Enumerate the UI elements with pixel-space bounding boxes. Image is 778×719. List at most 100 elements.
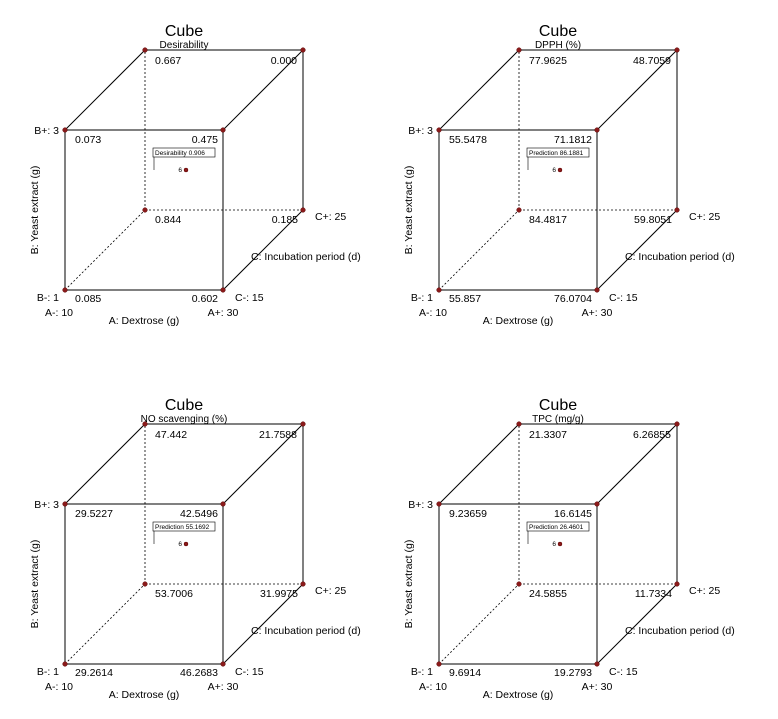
depth-bottom-right-edge [596, 583, 678, 665]
prediction-flag-text: Prediction 86.1881 [529, 150, 584, 157]
center-point-count: 6 [552, 541, 556, 548]
axis-title-c: C: Incubation period (d) [625, 625, 735, 637]
corner-value-a0b0c1: 24.5855 [529, 588, 567, 600]
depth-bottom-right-edge [596, 209, 678, 291]
depth-top-left-edge [438, 423, 520, 505]
axis-title-a: A: Dextrose (g) [109, 689, 180, 701]
axis-title-b: B: Yeast extract (g) [29, 166, 41, 255]
cube-vertex-marker [674, 207, 680, 213]
prediction-flag-text: Prediction 55.1692 [155, 524, 210, 531]
cube-vertex-marker [142, 421, 148, 427]
depth-top-left-edge [64, 423, 146, 505]
cube-vertex-marker [220, 287, 226, 293]
depth-top-left-edge [438, 49, 520, 131]
hidden-edge-c [438, 209, 520, 291]
factor-a-high-label: A+: 30 [582, 681, 613, 693]
axis-title-b: B: Yeast extract (g) [29, 540, 41, 629]
corner-value-a1b1c0: 16.6145 [554, 508, 592, 520]
prediction-flag-box [526, 147, 590, 158]
corner-value-a1b1c1: 0.000 [271, 55, 297, 67]
cube-vertex-marker [516, 421, 522, 427]
cube-vertex-marker [594, 661, 600, 667]
cube-vertex-marker [300, 207, 306, 213]
factor-a-low-label: A-: 10 [419, 681, 447, 693]
cube-vertex-marker [142, 47, 148, 53]
axis-title-b: B: Yeast extract (g) [403, 540, 415, 629]
corner-value-a0b1c0: 55.5478 [449, 134, 487, 146]
factor-b-high-label: B+: 3 [34, 499, 59, 511]
corner-value-a1b0c1: 59.8051 [634, 214, 672, 226]
cube-vertex-marker [220, 661, 226, 667]
prediction-flag-text: Desirability 0.906 [155, 150, 205, 157]
cube-vertex-marker [516, 581, 522, 587]
cube-vertex-marker [142, 207, 148, 213]
corner-value-a1b1c0: 71.1812 [554, 134, 592, 146]
corner-value-a1b1c0: 0.475 [192, 134, 218, 146]
chart-subtitle: Desirability [160, 40, 209, 51]
cube-vertex-marker [674, 47, 680, 53]
factor-a-low-label: A-: 10 [45, 307, 73, 319]
axis-title-a: A: Dextrose (g) [483, 315, 554, 327]
factor-c-low-label: C-: 15 [609, 666, 638, 678]
corner-value-a1b0c0: 76.0704 [554, 293, 592, 305]
factor-b-low-label: B-: 1 [37, 666, 59, 678]
corner-value-a0b1c1: 47.442 [155, 429, 187, 441]
factor-c-high-label: C+: 25 [689, 585, 720, 597]
cube-vertex-marker [594, 287, 600, 293]
cube-vertex-marker [220, 127, 226, 133]
corner-value-a0b0c1: 0.844 [155, 214, 181, 226]
cube-vertex-marker [516, 47, 522, 53]
chart-title: Cube [165, 23, 203, 40]
factor-a-high-label: A+: 30 [208, 307, 239, 319]
prediction-flag-box [526, 521, 590, 532]
chart-subtitle: NO scavenging (%) [141, 414, 228, 425]
corner-value-a1b1c1: 48.7059 [633, 55, 671, 67]
cube-vertex-marker [300, 47, 306, 53]
factor-c-high-label: C+: 25 [315, 211, 346, 223]
corner-value-a1b0c1: 0.185 [272, 214, 298, 226]
corner-value-a0b0c0: 0.085 [75, 293, 101, 305]
factor-a-low-label: A-: 10 [419, 307, 447, 319]
factor-c-low-label: C-: 15 [235, 666, 264, 678]
corner-value-a1b1c0: 42.5496 [180, 508, 218, 520]
corner-value-a0b0c1: 53.7006 [155, 588, 193, 600]
prediction-flag-box [152, 147, 216, 158]
depth-top-right-edge [596, 49, 678, 131]
hidden-edge-c [64, 583, 146, 665]
corner-value-a0b1c1: 0.667 [155, 55, 181, 67]
corner-value-a0b0c0: 55.857 [449, 293, 481, 305]
depth-top-left-edge [64, 49, 146, 131]
cube-vertex-marker [436, 661, 442, 667]
factor-b-low-label: B-: 1 [37, 292, 59, 304]
factor-a-high-label: A+: 30 [582, 307, 613, 319]
cube-vertex-marker [62, 127, 68, 133]
factor-b-high-label: B+: 3 [34, 125, 59, 137]
axis-title-c: C: Incubation period (d) [625, 251, 735, 263]
factor-b-high-label: B+: 3 [408, 125, 433, 137]
hidden-edge-c [64, 209, 146, 291]
axis-title-b: B: Yeast extract (g) [403, 166, 415, 255]
center-point-marker [183, 541, 189, 547]
factor-b-low-label: B-: 1 [411, 666, 433, 678]
axis-title-c: C: Incubation period (d) [251, 251, 361, 263]
center-point-marker [557, 541, 563, 547]
factor-c-low-label: C-: 15 [609, 292, 638, 304]
axis-title-a: A: Dextrose (g) [483, 689, 554, 701]
chart-subtitle: DPPH (%) [535, 40, 581, 51]
corner-value-a0b1c0: 0.073 [75, 134, 101, 146]
factor-b-high-label: B+: 3 [408, 499, 433, 511]
factor-b-low-label: B-: 1 [411, 292, 433, 304]
cube-vertex-marker [220, 501, 226, 507]
cube-vertex-marker [516, 207, 522, 213]
corner-value-a1b0c0: 19.2793 [554, 667, 592, 679]
prediction-flag-box [152, 521, 216, 532]
prediction-flag-text: Prediction 26.4601 [529, 524, 584, 531]
depth-top-right-edge [596, 423, 678, 505]
cube-vertex-marker [594, 127, 600, 133]
axis-title-a: A: Dextrose (g) [109, 315, 180, 327]
center-point-marker [557, 167, 563, 173]
cube-vertex-marker [142, 581, 148, 587]
